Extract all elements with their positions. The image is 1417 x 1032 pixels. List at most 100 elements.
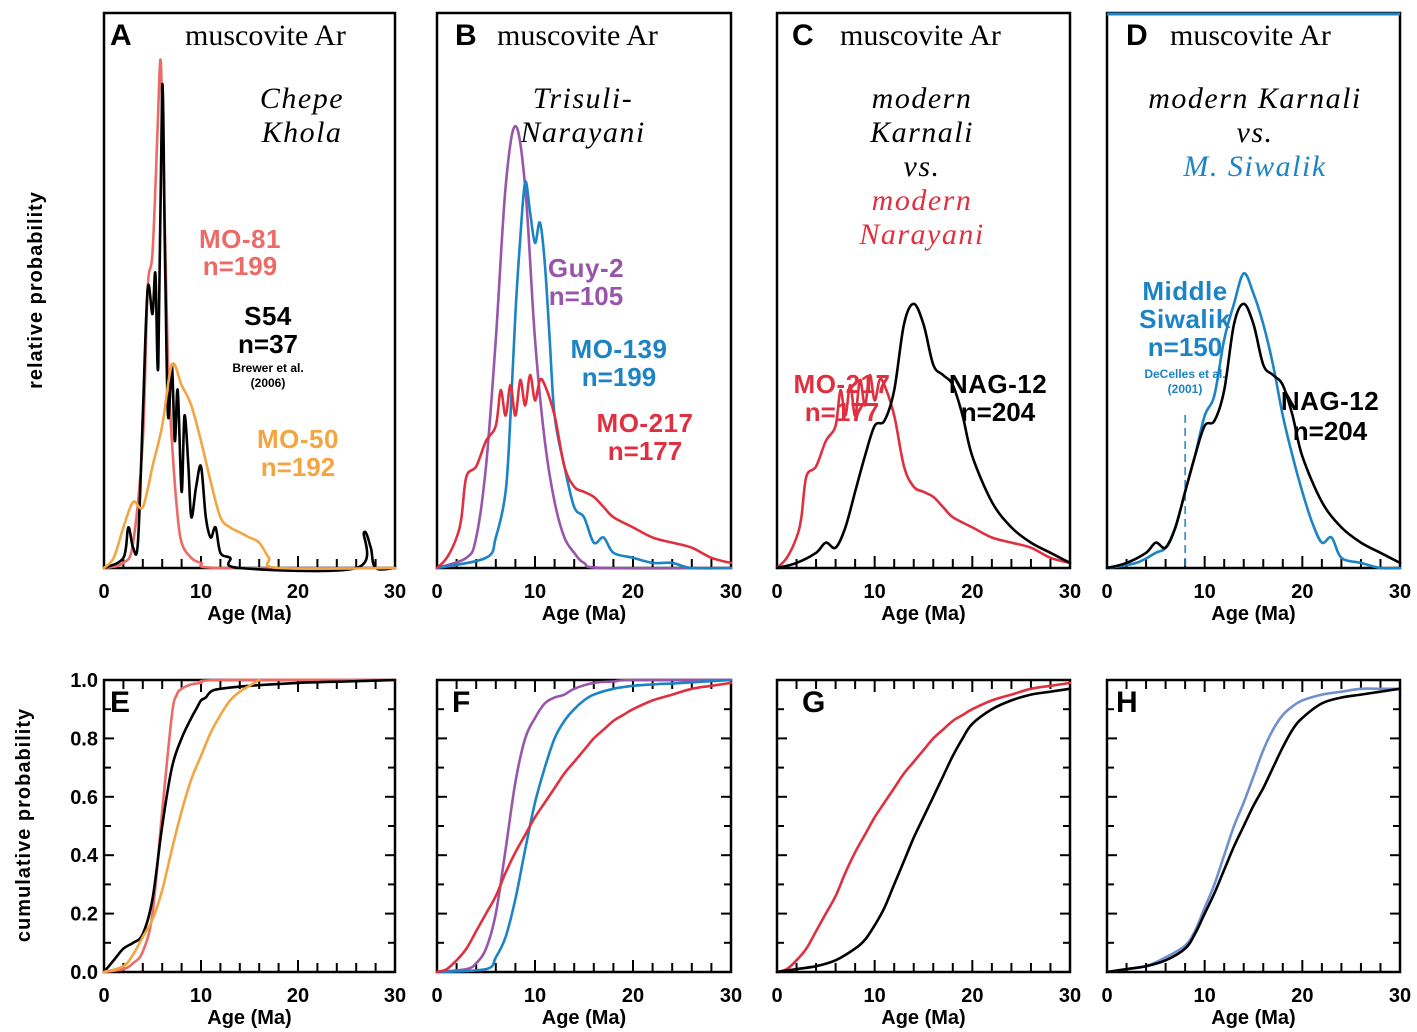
label-nag12-c: NAG-12 <box>949 369 1047 399</box>
xtick-label-C-10: 10 <box>864 581 886 603</box>
label-mo139-n: n=199 <box>582 362 656 392</box>
series-line-B-1 <box>435 180 733 570</box>
series-line-B-0 <box>435 124 733 570</box>
locality-C-4: modern <box>872 184 973 217</box>
series-line-C-1 <box>775 302 1072 570</box>
locality-C-1: modern <box>872 82 973 115</box>
label-mo217-b-n: n=177 <box>608 436 682 466</box>
xtick-label-A-20: 20 <box>287 581 309 603</box>
panel-letter-A: A <box>110 19 132 52</box>
series-line-G-1 <box>775 687 1072 974</box>
label-siwalik-n: n=150 <box>1148 332 1222 362</box>
xtick-label-A-0: 0 <box>98 581 109 603</box>
label-mo81: MO-81 <box>199 224 281 254</box>
locality-B-2: Narayani <box>519 116 645 149</box>
panel-letter-G: G <box>802 686 825 719</box>
series-line-D-1 <box>1105 302 1402 570</box>
ytick-label-E-0.2: 0.2 <box>70 904 98 926</box>
panel-letter-F: F <box>452 686 470 719</box>
xtick-label-D-0: 0 <box>1101 581 1112 603</box>
ytick-label-E-0.6: 0.6 <box>70 787 98 809</box>
xtick-label-B-0: 0 <box>431 581 442 603</box>
xtick-label-F-10: 10 <box>524 985 546 1007</box>
xtick-label-B-30: 30 <box>720 581 742 603</box>
label-nag12-d-n: n=204 <box>1293 416 1368 446</box>
panel-title-A: muscovite Ar <box>185 19 346 52</box>
xtick-label-D-10: 10 <box>1194 581 1216 603</box>
series-line-F-1 <box>435 678 733 974</box>
series-line-F-0 <box>435 678 733 974</box>
label-s54-ref: Brewer et al. <box>232 361 303 375</box>
xtick-label-G-30: 30 <box>1059 985 1081 1007</box>
ytick-label-E-0.4: 0.4 <box>70 845 99 867</box>
xtick-label-H-30: 30 <box>1389 985 1411 1007</box>
frame-G <box>775 678 1072 974</box>
label-siwalik-year: (2001) <box>1168 382 1203 396</box>
frame-B <box>435 11 733 570</box>
x-axis-title-G: Age (Ma) <box>881 1007 965 1029</box>
panel-A: A muscovite Ar Chepe Khola MO-81 n=199 S… <box>110 19 346 482</box>
panel-letter-D: D <box>1126 19 1148 52</box>
x-axis-title-B: Age (Ma) <box>542 603 626 625</box>
xtick-label-D-20: 20 <box>1291 581 1313 603</box>
panel-C: C muscovite Ar modern Karnali vs. modern… <box>792 19 1047 427</box>
panel-letter-C: C <box>792 19 814 52</box>
label-siwalik-2: Siwalik <box>1139 304 1231 334</box>
x-axis-title-H: Age (Ma) <box>1211 1007 1295 1029</box>
xtick-label-A-30: 30 <box>384 581 406 603</box>
xtick-label-F-0: 0 <box>431 985 442 1007</box>
cumulative-probability-title: cumulative probability <box>13 708 35 942</box>
series-line-C-0 <box>775 373 1072 570</box>
xtick-label-D-30: 30 <box>1389 581 1411 603</box>
series-line-H-0 <box>1105 687 1402 974</box>
xtick-label-F-20: 20 <box>622 985 644 1007</box>
panel-title-B: muscovite Ar <box>497 19 658 52</box>
locality-D-3: M. Siwalik <box>1182 150 1326 183</box>
panel-letter-B: B <box>455 19 477 52</box>
xtick-label-E-10: 10 <box>190 985 212 1007</box>
locality-D-2: vs. <box>1237 116 1274 149</box>
series-line-A-2 <box>102 362 397 571</box>
xtick-label-B-10: 10 <box>524 581 546 603</box>
panel-title-D: muscovite Ar <box>1170 19 1331 52</box>
ytick-label-E-0.8: 0.8 <box>70 728 98 750</box>
xtick-label-G-10: 10 <box>864 985 886 1007</box>
label-s54-n: n=37 <box>238 329 298 359</box>
frame-C <box>775 11 1072 570</box>
label-guy2: Guy-2 <box>548 253 624 283</box>
label-siwalik-1: Middle <box>1142 276 1227 306</box>
label-guy2-n: n=105 <box>549 281 623 311</box>
label-s54-year: (2006) <box>251 376 286 390</box>
label-mo50-n: n=192 <box>261 452 335 482</box>
locality-C-3: vs. <box>904 150 941 183</box>
series-line-G-0 <box>775 681 1072 974</box>
series-line-A-1 <box>102 82 397 573</box>
label-nag12-c-n: n=204 <box>961 397 1036 427</box>
locality-A-1: Chepe <box>260 82 344 115</box>
series-line-E-2 <box>102 678 261 974</box>
label-s54: S54 <box>244 301 292 331</box>
panel-letter-E: E <box>110 686 130 719</box>
xtick-label-F-30: 30 <box>720 985 742 1007</box>
panel-letter-H: H <box>1116 686 1138 719</box>
frame-F <box>435 678 733 974</box>
panel-title-C: muscovite Ar <box>840 19 1001 52</box>
xtick-label-E-0: 0 <box>98 985 109 1007</box>
ytick-label-E-1.0: 1.0 <box>70 670 98 692</box>
xtick-label-C-20: 20 <box>961 581 983 603</box>
x-axis-title-D: Age (Ma) <box>1211 603 1295 625</box>
locality-C-2: Karnali <box>869 116 974 149</box>
x-axis-title-E: Age (Ma) <box>207 1007 291 1029</box>
xtick-label-E-20: 20 <box>287 985 309 1007</box>
ytick-label-E-0.0: 0.0 <box>70 962 98 984</box>
series-line-F-2 <box>435 681 733 974</box>
relative-probability-title: relative probability <box>25 191 47 389</box>
xtick-label-H-10: 10 <box>1194 985 1216 1007</box>
label-siwalik-ref: DeCelles et al. <box>1144 367 1225 381</box>
series-line-E-0 <box>102 678 397 974</box>
series-line-H-1 <box>1105 687 1402 974</box>
panel-B: B muscovite Ar Trisuli- Narayani Guy-2 n… <box>455 19 693 466</box>
xtick-label-G-0: 0 <box>771 985 782 1007</box>
label-mo139: MO-139 <box>571 334 668 364</box>
